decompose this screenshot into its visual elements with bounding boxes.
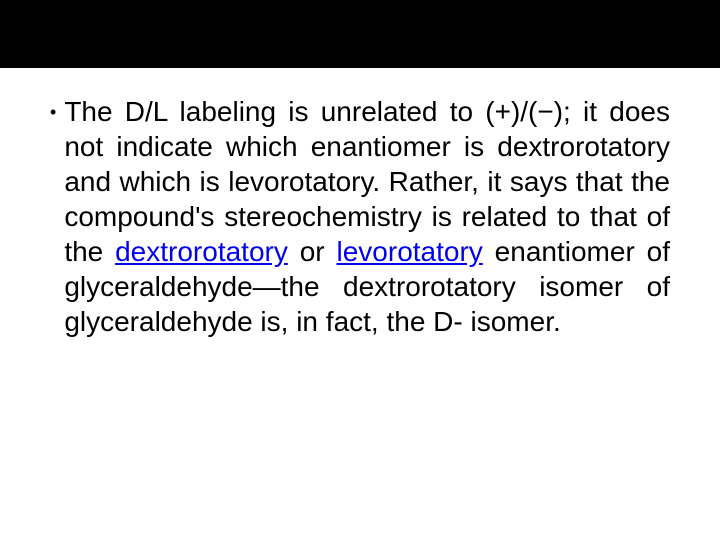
header-bar [0, 0, 720, 68]
bullet-item: • The D/L labeling is unrelated to (+)/(… [50, 94, 670, 339]
link-levorotatory[interactable]: levorotatory [337, 236, 483, 267]
slide-content: • The D/L labeling is unrelated to (+)/(… [0, 68, 720, 339]
body-paragraph: The D/L labeling is unrelated to (+)/(−)… [64, 94, 670, 339]
text-segment-2: or [288, 236, 337, 267]
bullet-marker: • [50, 102, 56, 123]
link-dextrorotatory[interactable]: dextrorotatory [115, 236, 288, 267]
